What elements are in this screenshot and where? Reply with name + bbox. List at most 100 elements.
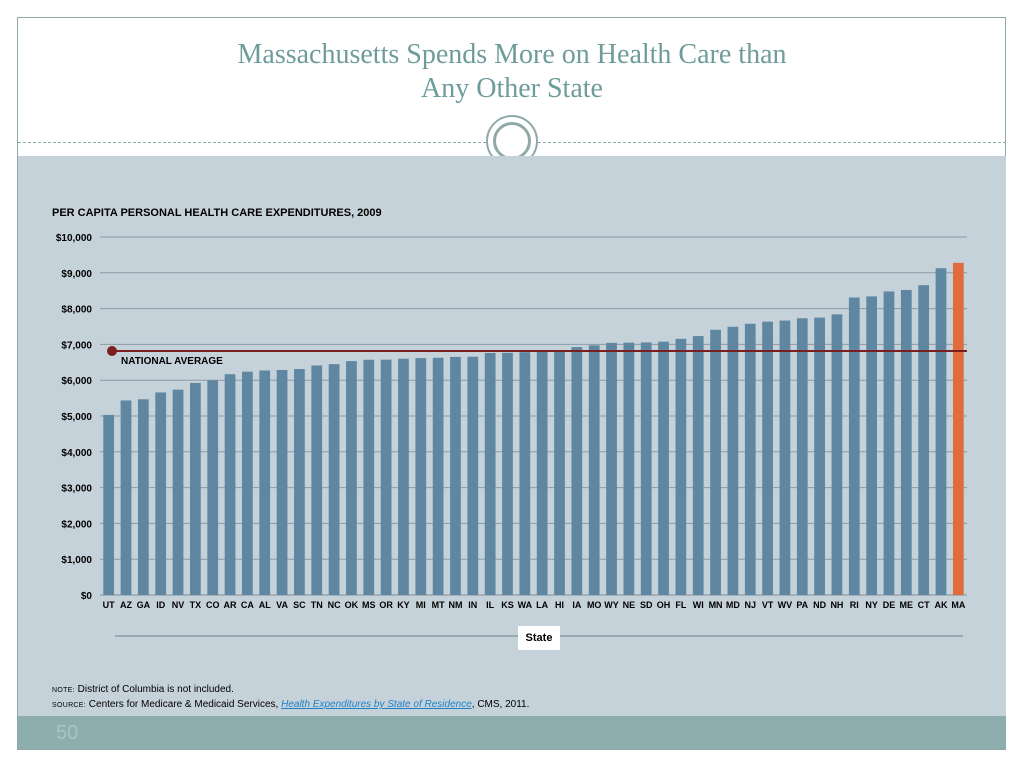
x-tick-label: NC bbox=[328, 600, 341, 610]
national-average-label: NATIONAL AVERAGE bbox=[121, 356, 223, 367]
x-tick-label: MO bbox=[587, 600, 602, 610]
bar bbox=[137, 399, 149, 595]
x-tick-label: OR bbox=[379, 600, 393, 610]
bar bbox=[103, 414, 115, 595]
x-tick-label: AZ bbox=[120, 600, 132, 610]
bar bbox=[571, 347, 583, 595]
x-tick-label: NJ bbox=[744, 600, 756, 610]
x-tick-label: WA bbox=[518, 600, 533, 610]
y-tick-label: $10,000 bbox=[56, 233, 93, 244]
x-tick-label: KY bbox=[397, 600, 410, 610]
slide-title: Massachusetts Spends More on Health Care… bbox=[0, 38, 1024, 106]
y-tick-label: $7,000 bbox=[61, 340, 92, 351]
x-tick-label: CO bbox=[206, 600, 220, 610]
bar bbox=[640, 342, 652, 595]
bar bbox=[900, 289, 912, 595]
bar bbox=[848, 297, 860, 595]
bar bbox=[415, 358, 427, 595]
x-tick-label: ID bbox=[156, 600, 166, 610]
x-tick-label: MS bbox=[362, 600, 376, 610]
source-link[interactable]: Health Expenditures by State of Residenc… bbox=[281, 699, 472, 710]
chart-notes: NOTE: District of Columbia is not includ… bbox=[52, 683, 529, 713]
bar bbox=[952, 262, 964, 595]
x-tick-label: MD bbox=[726, 600, 740, 610]
x-tick-label: NM bbox=[448, 600, 462, 610]
bar bbox=[744, 323, 756, 595]
bar bbox=[762, 321, 773, 595]
bar bbox=[380, 359, 392, 595]
x-tick-label: CT bbox=[918, 600, 930, 610]
x-tick-label: IA bbox=[572, 600, 582, 610]
x-tick-label: MA bbox=[951, 600, 965, 610]
x-tick-label: UT bbox=[103, 600, 115, 610]
x-tick-label: AL bbox=[259, 600, 271, 610]
x-tick-label: LA bbox=[536, 600, 548, 610]
national-average-marker bbox=[107, 346, 117, 357]
bar bbox=[484, 352, 496, 595]
bar bbox=[328, 364, 340, 595]
slide-title-line-2: Any Other State bbox=[421, 73, 603, 104]
bar bbox=[883, 291, 895, 595]
page-number: 50 bbox=[56, 722, 79, 744]
footer-bar bbox=[18, 716, 1006, 749]
bar bbox=[172, 389, 184, 595]
bar bbox=[935, 268, 947, 595]
bar bbox=[311, 365, 323, 595]
bar bbox=[588, 345, 600, 595]
bar bbox=[120, 400, 132, 595]
bar bbox=[796, 318, 808, 595]
x-tick-label: SD bbox=[640, 600, 653, 610]
source-text-post: , CMS, 2011. bbox=[471, 699, 530, 710]
x-tick-label: FL bbox=[675, 600, 686, 610]
x-tick-label: ME bbox=[900, 600, 914, 610]
x-tick-label: GA bbox=[137, 600, 151, 610]
y-tick-label: $4,000 bbox=[61, 448, 92, 459]
bar bbox=[189, 382, 201, 595]
x-tick-label: HI bbox=[555, 600, 564, 610]
bar bbox=[207, 380, 219, 595]
bar bbox=[363, 359, 375, 595]
bar bbox=[623, 342, 635, 595]
x-tick-label: NE bbox=[623, 600, 636, 610]
x-tick-label: VT bbox=[762, 600, 774, 610]
bar bbox=[918, 285, 930, 595]
bar bbox=[831, 314, 843, 595]
bar bbox=[658, 341, 669, 595]
bar bbox=[692, 336, 704, 595]
bar bbox=[727, 326, 739, 595]
x-tick-label: TX bbox=[190, 600, 202, 610]
x-tick-label: RI bbox=[850, 600, 859, 610]
x-tick-label: ND bbox=[813, 600, 826, 610]
x-tick-label: MI bbox=[416, 600, 426, 610]
y-tick-label: $2,000 bbox=[61, 519, 92, 530]
x-tick-label: WY bbox=[604, 600, 619, 610]
bar bbox=[224, 374, 236, 595]
x-tick-label: SC bbox=[293, 600, 306, 610]
bar bbox=[450, 356, 461, 595]
y-tick-label: $5,000 bbox=[61, 412, 92, 423]
bar bbox=[294, 368, 305, 595]
source-label: SOURCE: bbox=[52, 702, 86, 709]
x-tick-label: OH bbox=[657, 600, 671, 610]
chart-title: PER CAPITA PERSONAL HEALTH CARE EXPENDIT… bbox=[52, 207, 382, 219]
bar bbox=[242, 371, 253, 595]
x-tick-label: KS bbox=[501, 600, 514, 610]
bar bbox=[398, 358, 409, 595]
bar bbox=[779, 320, 791, 595]
bar bbox=[519, 352, 531, 595]
x-tick-label: AR bbox=[224, 600, 237, 610]
x-tick-label: NY bbox=[865, 600, 878, 610]
x-tick-label: PA bbox=[796, 600, 808, 610]
bar bbox=[276, 369, 288, 595]
x-tick-label: NH bbox=[830, 600, 843, 610]
bar bbox=[710, 329, 721, 595]
x-tick-label: MN bbox=[709, 600, 723, 610]
source-line: SOURCE: Centers for Medicare & Medicaid … bbox=[52, 698, 529, 713]
x-tick-label: NV bbox=[172, 600, 185, 610]
bar bbox=[536, 351, 548, 595]
y-tick-label: $0 bbox=[81, 591, 93, 602]
bar bbox=[432, 357, 444, 595]
x-tick-label: TN bbox=[311, 600, 323, 610]
note-line: NOTE: District of Columbia is not includ… bbox=[52, 683, 529, 698]
